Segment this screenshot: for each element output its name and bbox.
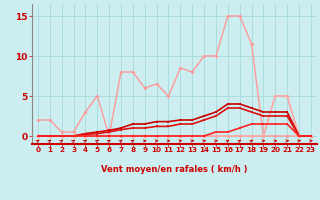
- X-axis label: Vent moyen/en rafales ( km/h ): Vent moyen/en rafales ( km/h ): [101, 165, 248, 174]
